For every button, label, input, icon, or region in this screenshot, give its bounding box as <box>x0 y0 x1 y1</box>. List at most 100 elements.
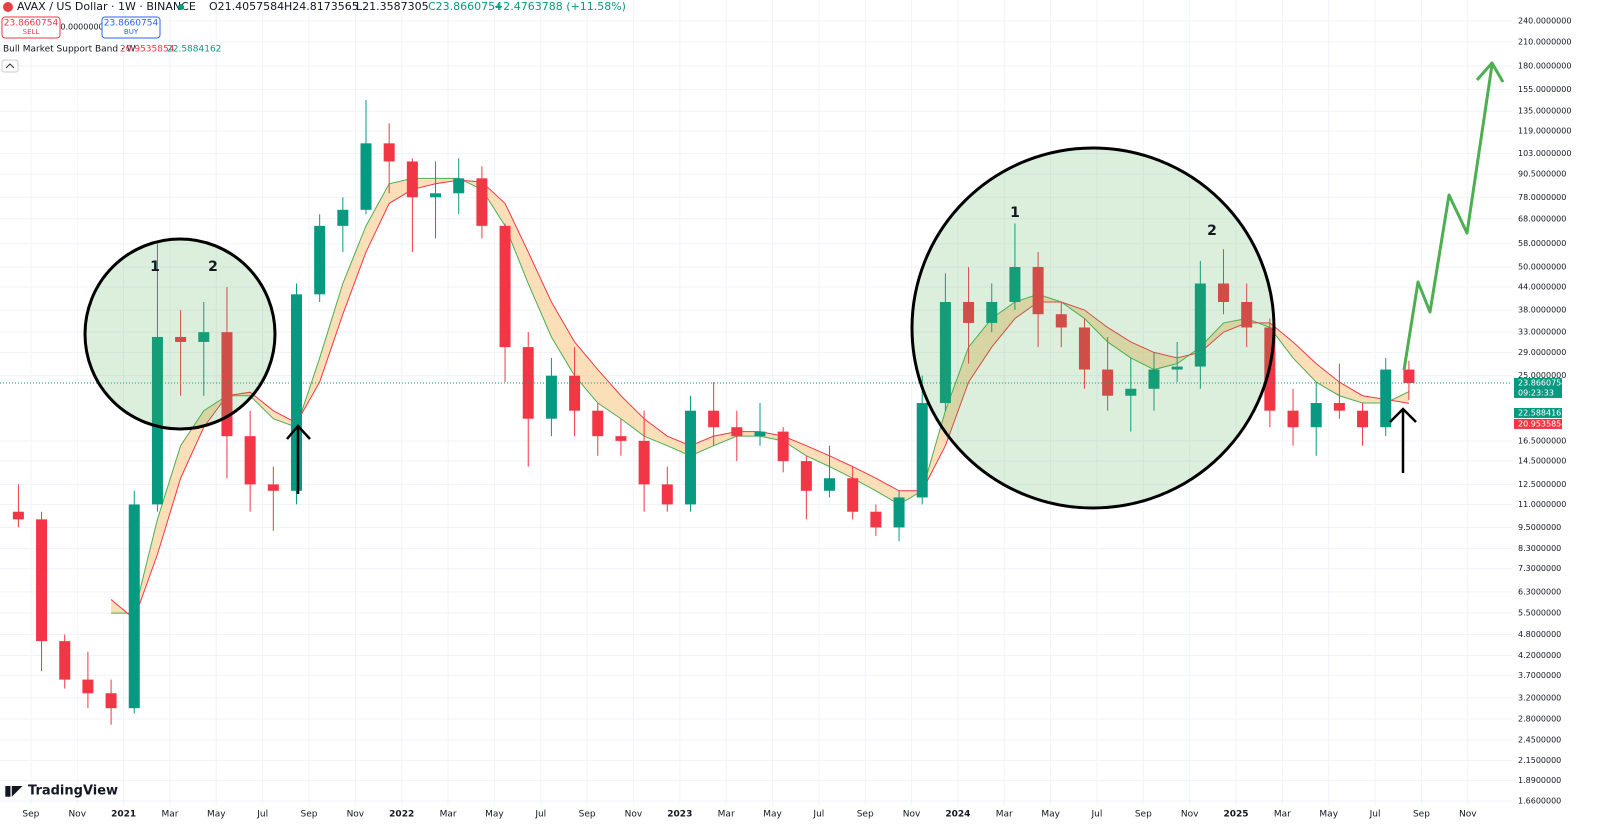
candle-body <box>545 375 557 419</box>
candle-body <box>1032 266 1044 315</box>
sell-button[interactable] <box>1 16 61 39</box>
ohlc-high: H24.8173565 <box>284 0 359 13</box>
price-tag <box>1514 407 1562 418</box>
y-tick-label: 38.0000000 <box>1518 306 1566 315</box>
collapse-button[interactable] <box>1 59 19 73</box>
sell-label: SELL <box>23 28 40 36</box>
candle-body <box>314 225 326 295</box>
x-tick-label: Nov <box>68 810 86 820</box>
x-tick-label: May <box>1041 810 1060 820</box>
y-tick-label: 1.8900000 <box>1518 776 1561 785</box>
candle-body <box>1171 366 1183 370</box>
candle-body <box>847 478 859 512</box>
x-tick-label: Mar <box>161 810 178 820</box>
y-tick-label: 180.0000000 <box>1518 62 1571 71</box>
candle-body <box>824 478 836 491</box>
candle-body <box>151 336 163 505</box>
y-tick-label: 4.8000000 <box>1518 630 1561 639</box>
candle-body <box>963 301 975 323</box>
x-tick-label: Sep <box>579 810 596 820</box>
x-tick-label: Mar <box>1274 810 1291 820</box>
candle-body <box>916 403 928 498</box>
y-tick-label: 1.6600000 <box>1518 796 1561 805</box>
collapse-icon <box>5 63 15 69</box>
candle-body <box>383 143 395 162</box>
annotation-label: 1 <box>1010 205 1020 221</box>
y-tick-label: 12.5000000 <box>1518 480 1566 489</box>
x-tick-label: Sep <box>301 810 318 820</box>
buy-price: 23.8660754 <box>104 19 159 29</box>
projection-arrow <box>1402 61 1505 371</box>
x-tick-label: Jul <box>1091 810 1103 820</box>
x-tick-label: May <box>207 810 226 820</box>
y-tick-label: 2.4500000 <box>1518 735 1561 744</box>
candle-body <box>777 431 789 462</box>
brand: TradingView <box>28 784 118 799</box>
candle-body <box>1009 266 1021 302</box>
x-tick-label: May <box>763 810 782 820</box>
y-tick-label: 119.0000000 <box>1518 127 1571 136</box>
candle-body <box>754 431 766 437</box>
x-tick-label: Mar <box>996 810 1013 820</box>
highlight-circle <box>910 146 1276 510</box>
symbol-icon <box>3 2 13 12</box>
ohlc-close: C23.8660754 <box>428 0 502 13</box>
y-tick-label: 44.0000000 <box>1518 283 1566 292</box>
y-tick-label: 135.0000000 <box>1518 107 1571 116</box>
candle-body <box>1078 327 1090 370</box>
x-tick-label: Jul <box>1369 810 1381 820</box>
annotation-label: 2 <box>208 259 218 275</box>
candle-body <box>939 301 951 404</box>
candle-body <box>337 209 349 226</box>
candle-body <box>430 193 442 198</box>
candle-body <box>1357 410 1369 428</box>
y-tick-label: 33.0000000 <box>1518 328 1566 337</box>
buy-label: BUY <box>124 28 139 36</box>
y-tick-label: 155.0000000 <box>1518 85 1571 94</box>
y-tick-label: 78.0000000 <box>1518 193 1566 202</box>
y-tick-label: 5.5000000 <box>1518 609 1561 618</box>
candle-body <box>128 504 140 709</box>
candle-body <box>731 427 743 437</box>
price-tag-label: 20.9535854 <box>1518 419 1566 428</box>
candle-body <box>986 301 998 323</box>
candle-body <box>893 497 905 528</box>
y-tick-label: 2.1500000 <box>1518 756 1561 765</box>
indicator-value: 22.5884162 <box>167 45 221 55</box>
x-tick-label: May <box>485 810 504 820</box>
candle-body <box>12 511 24 520</box>
candle-body <box>1310 403 1322 428</box>
y-tick-label: 11.0000000 <box>1518 500 1566 509</box>
grid <box>0 0 1512 805</box>
y-tick-label: 6.3000000 <box>1518 587 1561 596</box>
candle-body <box>708 410 720 428</box>
y-tick-label: 29.0000000 <box>1518 348 1566 357</box>
y-tick-label: 8.3000000 <box>1518 544 1561 553</box>
candle-body <box>198 332 210 342</box>
x-tick-label: Mar <box>440 810 457 820</box>
candle-body <box>1218 283 1230 302</box>
y-tick-label: 58.0000000 <box>1518 239 1566 248</box>
indicator-value: 20.9535854 <box>120 45 175 55</box>
candle-body <box>175 336 187 342</box>
candle-body <box>615 436 627 441</box>
buy-button[interactable] <box>101 16 161 39</box>
y-tick-label: 7.3000000 <box>1518 564 1561 573</box>
candle-body <box>1125 388 1137 396</box>
price-tag <box>1514 377 1562 398</box>
x-tick-label: Sep <box>857 810 874 820</box>
candle-body <box>360 143 372 210</box>
candle-body <box>244 436 256 485</box>
annotation-label: 1 <box>150 259 160 275</box>
spread: 0.0000000 <box>60 23 103 32</box>
y-tick-label: 3.7000000 <box>1518 671 1561 680</box>
x-tick-label: Sep <box>1413 810 1430 820</box>
x-tick-label: 2025 <box>1223 810 1248 820</box>
x-tick-label: 2022 <box>389 810 414 820</box>
x-tick-label: Sep <box>1135 810 1152 820</box>
candle-body <box>476 178 488 226</box>
candle-body <box>800 461 812 491</box>
candle-body <box>1148 369 1160 389</box>
ohlc-change: +2.4763788 (+11.58%) <box>494 0 626 13</box>
candle-body <box>59 641 71 680</box>
